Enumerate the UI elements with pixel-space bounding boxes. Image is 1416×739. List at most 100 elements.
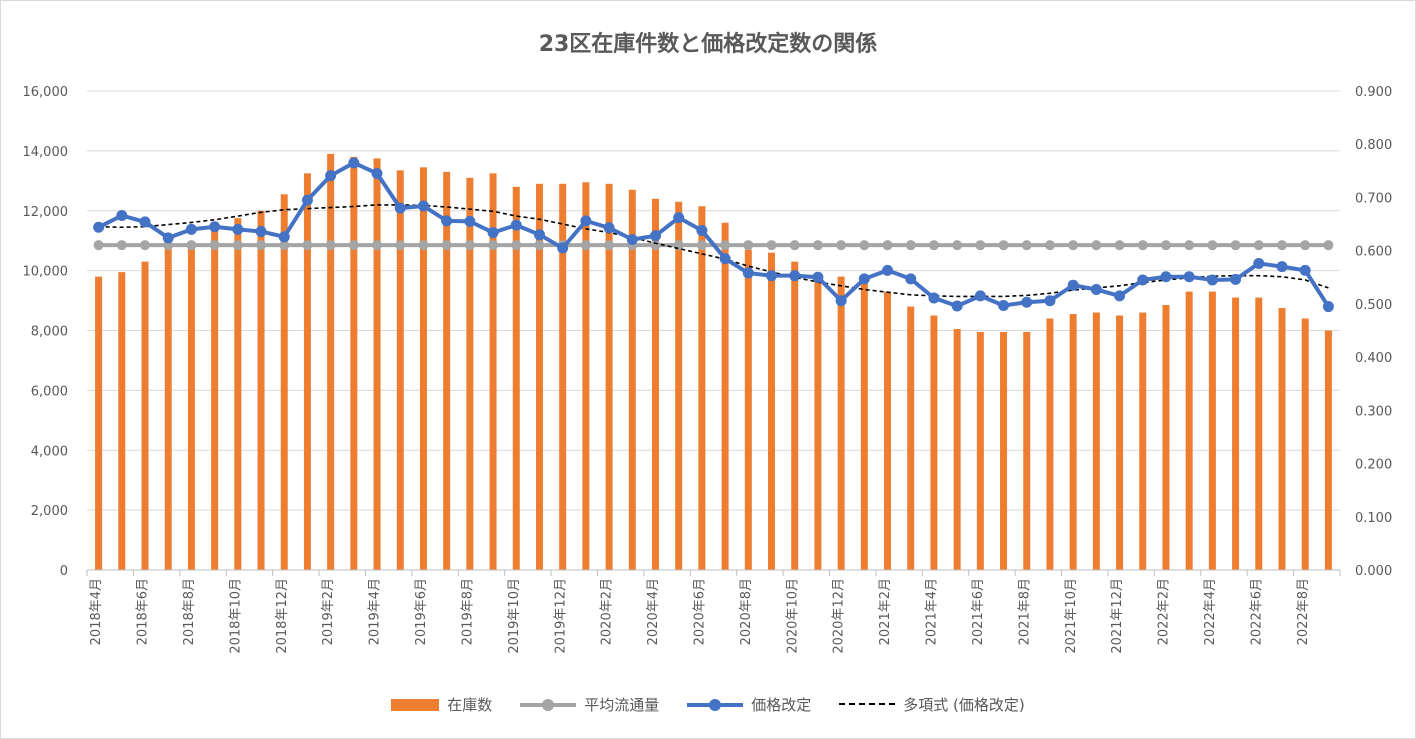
average-point xyxy=(302,240,313,251)
price-revision-point xyxy=(464,215,476,227)
average-point xyxy=(140,240,151,251)
x-tick-label: 2020年12月 xyxy=(832,578,847,654)
x-tick-label: 2020年4月 xyxy=(646,578,661,645)
average-point xyxy=(1230,240,1241,251)
price-revision-point xyxy=(1206,274,1218,286)
bar-inventory xyxy=(234,218,242,570)
price-revision-point xyxy=(928,292,940,304)
y-right-tick-label: 0.500 xyxy=(1355,298,1392,313)
x-tick-label: 2019年10月 xyxy=(507,578,522,654)
x-tick-label: 2019年12月 xyxy=(553,578,568,654)
price-revision-point xyxy=(1183,271,1195,283)
bar-inventory xyxy=(953,329,961,570)
bar-inventory xyxy=(280,194,288,571)
bar-inventory xyxy=(976,331,984,570)
chart-legend: 在庫数 平均流通量 価格改定 多項式 (価格改定) xyxy=(0,694,1416,715)
bar-inventory xyxy=(535,183,543,570)
bar-inventory xyxy=(860,282,868,570)
price-revision-point xyxy=(580,215,592,227)
x-tick-label: 2021年8月 xyxy=(1017,578,1032,645)
average-point xyxy=(395,240,406,251)
bar-inventory xyxy=(1000,331,1008,570)
average-point xyxy=(372,240,383,251)
bar-inventory xyxy=(582,182,590,570)
bar-inventory xyxy=(419,167,427,570)
y-right-tick-label: 0.400 xyxy=(1355,351,1392,366)
bar-inventory xyxy=(1255,297,1263,570)
x-tick-label: 2021年12月 xyxy=(1110,578,1125,654)
bar-inventory xyxy=(187,245,195,570)
average-point xyxy=(1323,240,1334,251)
bar-inventory xyxy=(791,261,799,570)
price-revision-point xyxy=(603,222,615,234)
y-right-tick-label: 0.800 xyxy=(1355,138,1392,153)
y-left-tick-label: 16,000 xyxy=(23,85,69,100)
legend-label: 在庫数 xyxy=(447,696,493,714)
price-revision-point xyxy=(325,170,337,182)
bar-inventory xyxy=(1023,331,1031,570)
x-tick-label: 2018年6月 xyxy=(136,578,151,645)
average-point xyxy=(789,240,800,251)
price-revision-point xyxy=(626,233,638,245)
y-right-tick-label: 0.100 xyxy=(1355,511,1392,526)
bar-inventory xyxy=(396,170,404,570)
average-point xyxy=(464,240,475,251)
bar-inventory xyxy=(1069,314,1077,570)
x-tick-label: 2018年8月 xyxy=(182,578,197,645)
average-point xyxy=(116,240,127,251)
bar-inventory xyxy=(768,252,776,570)
legend-swatch-bar xyxy=(391,698,440,711)
bar-inventory xyxy=(1301,318,1309,570)
average-point xyxy=(859,240,870,251)
bar-inventory xyxy=(651,198,659,570)
bar-inventory xyxy=(559,183,567,570)
bar-inventory xyxy=(1278,308,1286,570)
price-revision-point xyxy=(812,271,824,283)
x-tick-label: 2020年8月 xyxy=(739,578,754,645)
price-revision-point xyxy=(185,223,197,235)
average-point xyxy=(93,240,104,251)
legend-swatch-dashed-line xyxy=(839,702,896,707)
bar-inventory xyxy=(605,183,613,570)
y-right-tick-label: 0.700 xyxy=(1355,191,1392,206)
price-revision-point xyxy=(1067,279,1079,291)
average-point xyxy=(441,240,452,251)
average-point xyxy=(696,240,707,251)
price-revision-point xyxy=(1160,271,1172,283)
x-tick-label: 2021年6月 xyxy=(971,578,986,645)
x-tick-label: 2020年10月 xyxy=(785,578,800,654)
price-revision-point xyxy=(348,157,360,169)
price-revision-point xyxy=(1137,274,1149,286)
bar-inventory xyxy=(1324,330,1332,570)
price-revision-point xyxy=(487,227,499,239)
average-point xyxy=(928,240,939,251)
average-point xyxy=(998,240,1009,251)
x-tick-label: 2021年4月 xyxy=(925,578,940,645)
price-revision-point xyxy=(557,242,569,254)
price-revision-point xyxy=(1322,301,1334,313)
bar-inventory xyxy=(744,249,752,570)
average-point xyxy=(186,240,197,251)
average-point xyxy=(580,240,591,251)
price-revision-point xyxy=(1021,296,1033,308)
price-revision-point xyxy=(951,300,963,312)
price-revision-point xyxy=(209,221,221,233)
bar-inventory xyxy=(141,261,149,570)
bar-inventory xyxy=(164,245,172,570)
price-revision-point xyxy=(371,167,383,179)
bar-inventory xyxy=(675,201,683,571)
bar-inventory xyxy=(930,315,938,570)
bar-inventory xyxy=(698,206,706,570)
x-tick-label: 2022年2月 xyxy=(1157,578,1172,645)
price-revision-point xyxy=(742,267,754,279)
bar-inventory xyxy=(1046,318,1054,570)
average-point xyxy=(534,240,545,251)
x-tick-label: 2018年12月 xyxy=(275,578,290,654)
average-point xyxy=(256,240,267,251)
bar-inventory xyxy=(1092,312,1100,570)
legend-label: 価格改定 xyxy=(751,696,812,714)
price-revision-point xyxy=(719,253,731,265)
legend-swatch-gray-line xyxy=(520,698,577,712)
bar-inventory xyxy=(1232,297,1240,570)
